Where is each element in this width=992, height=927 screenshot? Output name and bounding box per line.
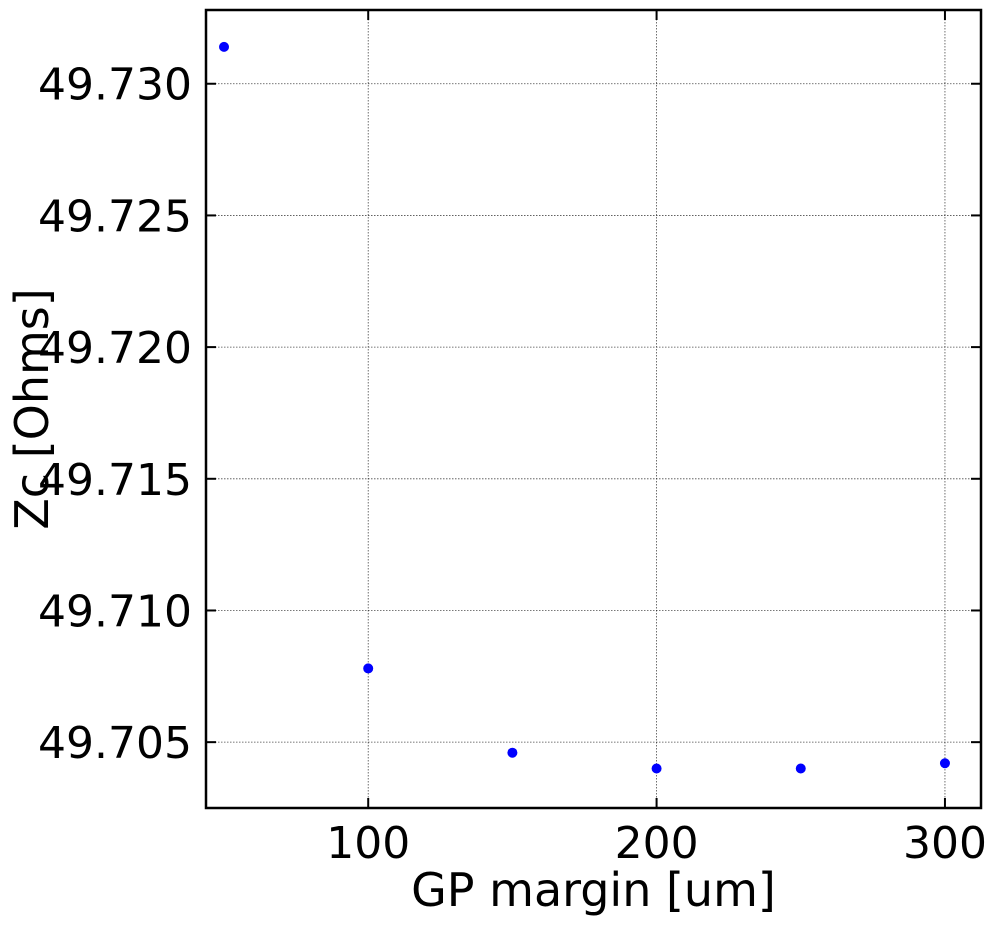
y-tick-label: 49.710 [38, 586, 192, 637]
x-tick-labels: 100 200 300 [326, 818, 987, 869]
y-tick-label: 49.720 [38, 323, 192, 374]
tick-marks [206, 10, 981, 808]
data-point [651, 763, 662, 774]
data-points [219, 41, 950, 774]
x-tick-label: 200 [615, 818, 699, 869]
data-point [939, 758, 950, 769]
y-axis-label: Zc [Ohms] [5, 288, 59, 529]
data-point [795, 763, 806, 774]
x-axis-label: GP margin [um] [411, 863, 776, 917]
grid-lines [206, 10, 981, 808]
x-tick-label: 100 [326, 818, 410, 869]
y-tick-label: 49.725 [38, 191, 192, 242]
data-point [507, 747, 518, 758]
data-point [219, 41, 230, 52]
y-tick-label: 49.730 [38, 60, 192, 111]
data-point [363, 663, 374, 674]
y-tick-label: 49.705 [38, 718, 192, 769]
x-tick-label: 300 [903, 818, 987, 869]
y-tick-label: 49.715 [38, 455, 192, 506]
plot-frame [204, 8, 983, 810]
y-tick-labels: 49.705 49.710 49.715 49.720 49.725 49.730 [38, 60, 192, 769]
